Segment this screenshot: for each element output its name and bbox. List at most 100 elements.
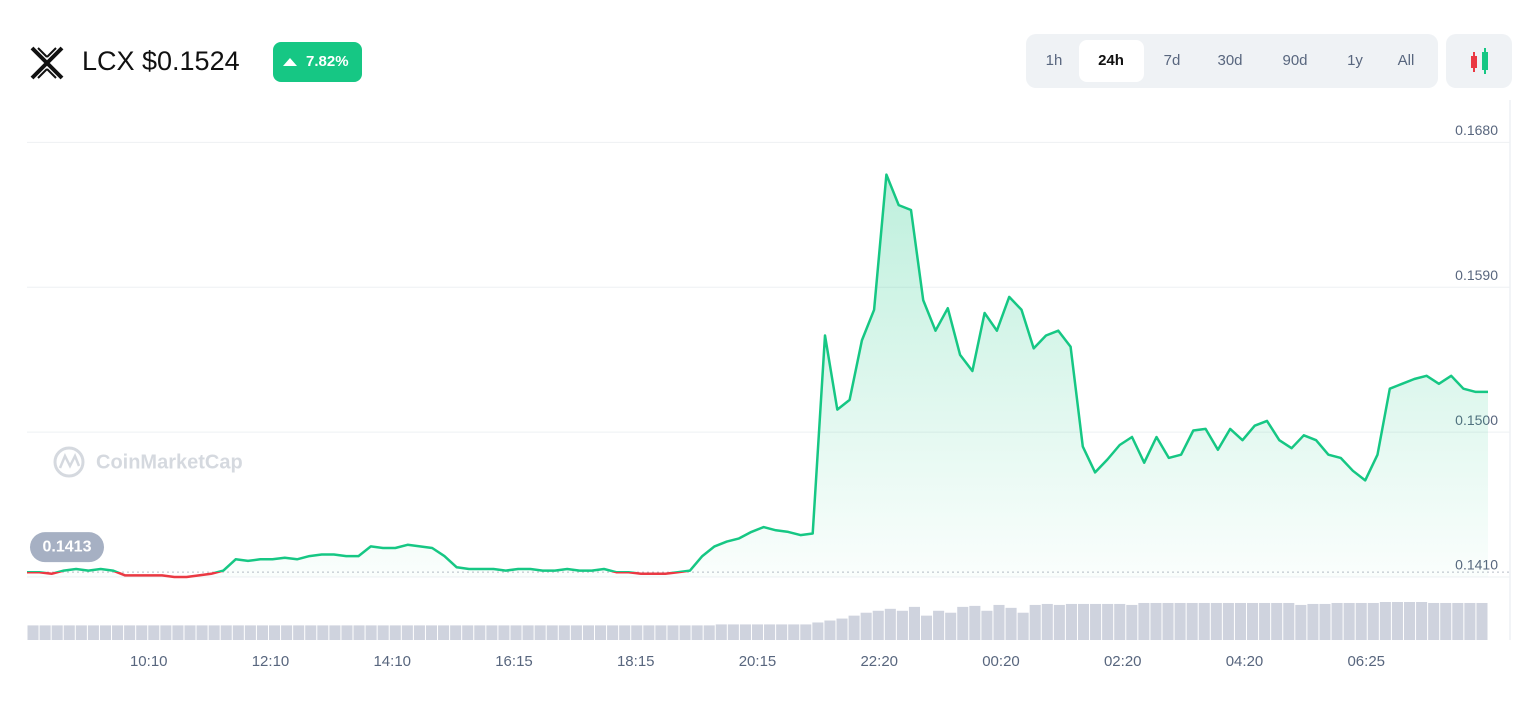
volume-bar — [776, 624, 788, 640]
x-tick-label: 06:25 — [1347, 653, 1385, 670]
volume-bar — [1017, 612, 1029, 640]
volume-bar — [438, 625, 450, 640]
volume-bar — [1259, 602, 1271, 640]
volume-bar — [87, 625, 99, 640]
volume-bar — [1307, 603, 1319, 640]
volume-bar — [824, 620, 836, 640]
volume-bar — [425, 625, 438, 640]
volume-bar — [450, 625, 462, 640]
timeframe-button[interactable]: 1y — [1347, 52, 1363, 69]
chart-type-button[interactable] — [1446, 34, 1512, 88]
volume-bar — [510, 625, 522, 640]
volume-bar — [1476, 602, 1488, 640]
change-badge — [273, 42, 362, 82]
volume-bar — [1391, 602, 1403, 640]
volume-bar — [136, 625, 148, 640]
volume-bar — [1464, 602, 1476, 640]
candle-icon — [1471, 48, 1488, 74]
volume-bar — [534, 625, 546, 640]
volume-bar — [848, 615, 860, 640]
volume-bar — [160, 625, 172, 640]
volume-bar — [172, 625, 184, 640]
volume-bar — [800, 624, 812, 640]
volume-bar — [486, 625, 498, 640]
baseline-pill — [30, 532, 104, 563]
volume-bar — [1355, 602, 1367, 640]
volume-bar — [124, 625, 136, 640]
volume-bar — [1077, 603, 1090, 640]
volume-bar — [570, 625, 582, 640]
timeframe-button[interactable]: All — [1398, 52, 1415, 69]
volume-bar — [1186, 602, 1198, 640]
volume-bar — [679, 625, 691, 640]
volume-bar — [377, 625, 389, 640]
volume-bar — [1452, 602, 1464, 640]
volume-bar — [1114, 603, 1126, 640]
volume-bar — [1367, 602, 1379, 640]
volume-bar — [703, 625, 715, 640]
volume-bar — [788, 624, 800, 640]
volume-bar — [582, 625, 594, 640]
price: $0.1524 — [142, 46, 240, 76]
volume-bar — [1271, 602, 1283, 640]
volume-bar — [691, 625, 703, 640]
timeframe-button[interactable]: 90d — [1282, 52, 1307, 69]
volume-bar — [244, 625, 256, 640]
timeframe-active — [1079, 40, 1144, 82]
volume-bar — [607, 625, 619, 640]
volume-bar — [27, 625, 39, 640]
timeframe-button[interactable]: 24h — [1098, 52, 1124, 69]
volume-bar — [812, 622, 824, 640]
volume-bar — [365, 625, 377, 640]
volume-bar — [1295, 604, 1307, 640]
volume-bar — [329, 625, 341, 640]
volume-bar — [558, 625, 570, 640]
volume-bar — [896, 610, 908, 640]
volume-bar — [764, 624, 776, 640]
volume-bar — [220, 625, 232, 640]
volume-bar — [836, 618, 848, 640]
timeframe-button[interactable]: 30d — [1217, 52, 1242, 69]
volume-bar — [389, 625, 401, 640]
volume-bar — [522, 625, 534, 640]
x-tick-label: 20:15 — [739, 653, 777, 670]
volume-bar — [981, 610, 993, 640]
volume-bar — [148, 625, 160, 640]
volume-bar — [921, 615, 933, 640]
volume-bar — [401, 625, 413, 640]
volume-bar — [462, 625, 474, 640]
timeframe-button[interactable]: 1h — [1046, 52, 1063, 69]
volume-bar — [751, 624, 764, 640]
x-tick-label: 04:20 — [1226, 653, 1264, 670]
volume-bar — [655, 625, 667, 640]
volume-bar — [1283, 602, 1295, 640]
volume-bar — [908, 606, 921, 640]
volume-bar — [619, 625, 631, 640]
volume-bar — [1029, 604, 1041, 640]
volume-bar — [112, 625, 124, 640]
volume-bar — [208, 625, 220, 640]
volume-bar — [715, 624, 727, 640]
volume-bar — [1222, 602, 1234, 640]
volume-bar — [594, 625, 607, 640]
timeframe-button[interactable]: 7d — [1164, 52, 1181, 69]
volume-bar — [232, 625, 244, 640]
volume-bar — [498, 625, 510, 640]
volume-bar — [1440, 602, 1452, 640]
volume-bar — [1198, 602, 1210, 640]
logo — [30, 46, 64, 80]
volume-bar — [739, 624, 751, 640]
volume-bar — [1041, 603, 1053, 640]
volume-bar — [1343, 602, 1355, 640]
volume-bar — [1126, 604, 1138, 640]
volume-bar — [933, 610, 945, 640]
volume-bar — [51, 625, 63, 640]
volume-bar — [1247, 602, 1259, 640]
x-tick-label: 18:15 — [617, 653, 655, 670]
x-tick-label: 16:15 — [495, 653, 533, 670]
up-arrow — [283, 58, 297, 66]
x-tick-label: 22:20 — [860, 653, 898, 670]
volume-bar — [413, 625, 425, 640]
watermark-text: CoinMarketCap — [96, 451, 243, 473]
volume-bar — [1174, 602, 1186, 640]
